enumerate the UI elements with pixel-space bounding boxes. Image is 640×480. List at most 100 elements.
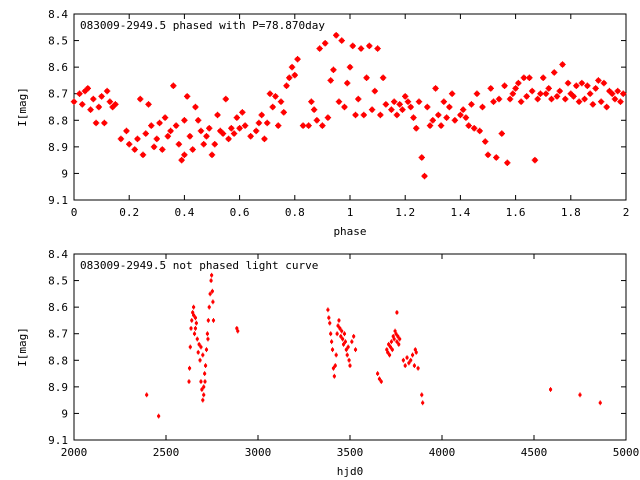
data-point — [190, 318, 194, 323]
x-tick-label: 4000 — [429, 446, 456, 459]
data-point — [123, 127, 130, 135]
data-point — [103, 87, 111, 95]
data-point — [523, 93, 530, 100]
data-point — [159, 146, 166, 153]
data-point — [203, 363, 208, 368]
data-point — [382, 101, 390, 108]
data-point — [199, 344, 203, 350]
data-point — [418, 154, 425, 161]
data-point — [142, 130, 149, 137]
data-point — [386, 349, 390, 355]
data-point — [344, 347, 348, 353]
data-point — [329, 331, 333, 337]
data-point — [324, 114, 332, 121]
data-point — [586, 90, 594, 97]
data-point — [512, 85, 519, 92]
data-point — [592, 85, 599, 92]
data-point — [261, 135, 268, 143]
data-point — [405, 355, 409, 361]
data-point — [570, 93, 577, 100]
data-point — [205, 331, 209, 337]
data-point — [402, 93, 409, 100]
data-point — [597, 98, 605, 105]
data-point — [347, 357, 351, 363]
data-point — [321, 40, 329, 47]
data-point — [473, 90, 481, 97]
x-tick-label: 0.8 — [285, 206, 305, 219]
data-point — [183, 93, 191, 100]
data-point — [299, 122, 307, 129]
data-point — [553, 93, 561, 100]
data-point — [148, 122, 155, 129]
data-point — [196, 349, 200, 355]
data-point — [186, 133, 194, 140]
data-point — [337, 318, 341, 323]
data-point — [233, 114, 241, 121]
data-point — [620, 90, 627, 97]
plot-frame — [73, 13, 627, 201]
data-point — [336, 323, 340, 329]
data-point — [70, 98, 78, 105]
data-point — [175, 141, 183, 148]
data-point — [482, 138, 489, 145]
data-point — [209, 278, 213, 283]
data-point — [548, 387, 553, 392]
data-point — [589, 101, 597, 108]
data-point — [286, 74, 293, 81]
data-point — [214, 111, 221, 119]
y-tick-label: 8.9 — [48, 381, 68, 394]
data-point — [333, 363, 337, 368]
data-point — [204, 347, 209, 353]
data-point — [377, 376, 382, 382]
data-point — [420, 392, 424, 398]
data-point — [332, 373, 336, 379]
data-point — [551, 69, 558, 76]
data-point — [355, 95, 362, 103]
axis-ticks: 0 0.2 0.4 0.6 0.8 1 1.2 1.4 1.6 1.8 2 8.4 8.5 8.6 8.7 8… — [48, 8, 629, 219]
data-point — [346, 344, 350, 350]
data-point — [611, 95, 619, 103]
data-point — [236, 125, 243, 132]
data-point — [106, 98, 114, 105]
data-point — [617, 98, 624, 105]
data-point — [189, 146, 196, 153]
data-point — [366, 42, 373, 50]
data-point — [341, 103, 348, 111]
y-tick-label: 9 — [61, 407, 68, 420]
unphased-light-curve-panel: 083009-2949.5 not phased light curve hjd… — [16, 248, 639, 478]
data-point — [117, 135, 125, 143]
data-point — [388, 106, 395, 113]
data-point — [207, 304, 211, 310]
data-point — [394, 331, 398, 337]
data-point — [542, 90, 550, 97]
data-point — [95, 103, 103, 111]
data-point — [520, 74, 528, 81]
y-tick-label: 8.4 — [48, 248, 68, 261]
data-point — [255, 119, 263, 127]
data-point — [203, 371, 207, 376]
y-axis-label: I[mag] — [16, 87, 29, 127]
data-point — [390, 98, 398, 105]
axis-ticks: 2000 2500 3000 3500 4000 4500 5000 8.4 8.5 8.6 8.7… — [48, 248, 639, 459]
data-point — [198, 357, 202, 363]
data-point — [79, 101, 86, 108]
y-tick-label: 8.6 — [48, 61, 68, 74]
data-point — [211, 318, 216, 323]
data-point — [156, 119, 163, 127]
data-point — [87, 106, 94, 113]
data-point — [310, 106, 318, 113]
data-point — [343, 339, 347, 345]
data-point — [493, 154, 500, 161]
data-point — [415, 98, 423, 105]
y-tick-label: 8.9 — [48, 141, 68, 154]
data-point — [225, 135, 232, 143]
y-tick-label: 9.1 — [48, 434, 68, 447]
data-point — [414, 349, 418, 355]
data-point — [468, 101, 475, 108]
data-point — [537, 90, 544, 97]
data-point — [328, 320, 332, 326]
data-point — [202, 392, 206, 398]
data-point — [333, 32, 340, 39]
data-point — [534, 95, 541, 103]
data-point — [335, 98, 343, 105]
